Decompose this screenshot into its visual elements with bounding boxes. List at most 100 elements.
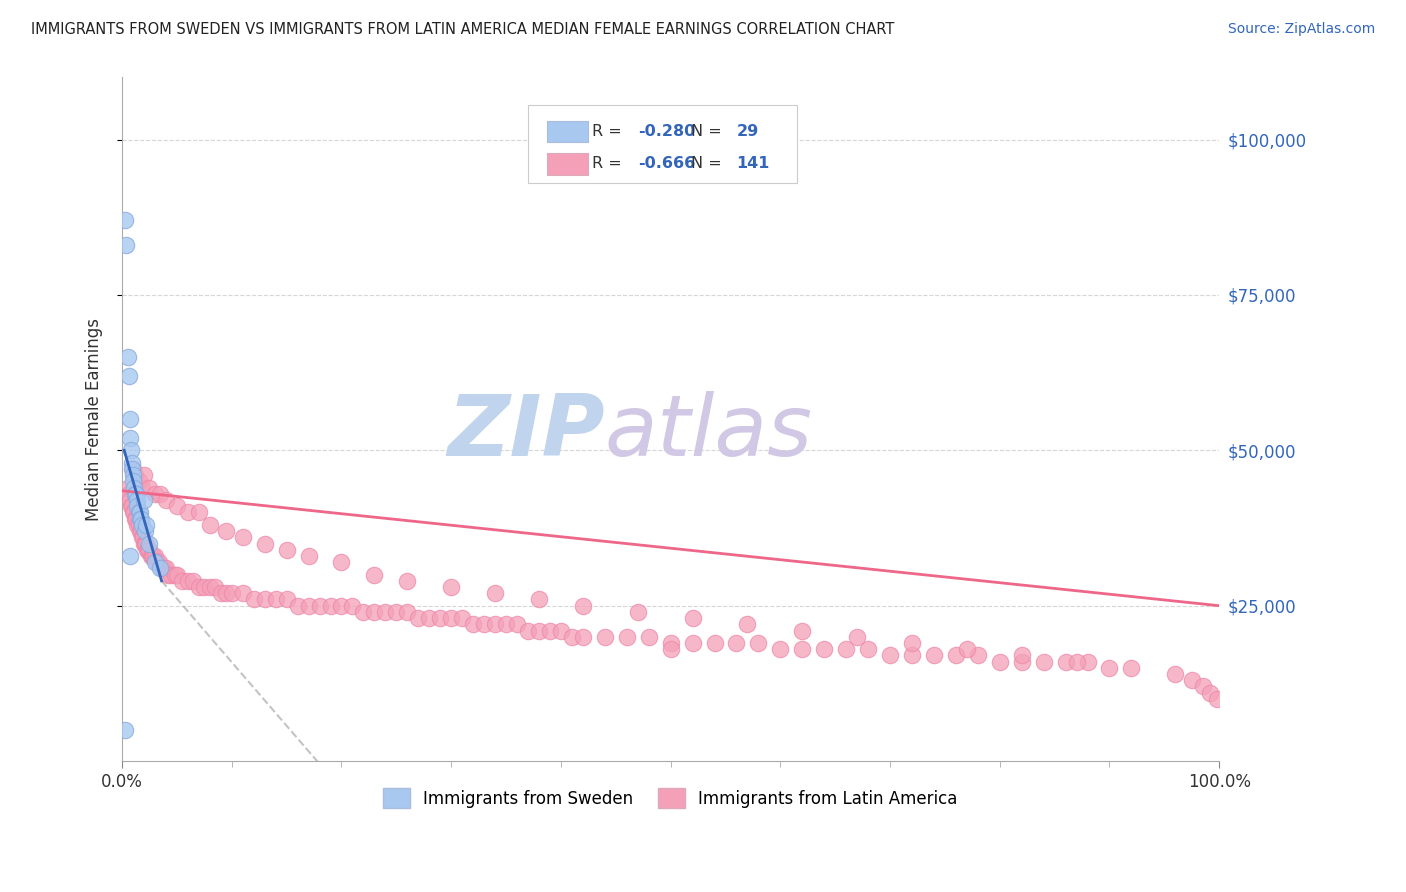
Point — [127, 517, 149, 532]
Point — [152, 561, 174, 575]
Point — [131, 481, 153, 495]
Point — [792, 642, 814, 657]
Point — [121, 500, 143, 514]
Point — [769, 642, 792, 657]
Point — [122, 468, 145, 483]
Point — [682, 636, 704, 650]
Point — [374, 605, 396, 619]
Point — [146, 555, 169, 569]
Point — [330, 599, 353, 613]
Point — [166, 500, 188, 514]
Point — [813, 642, 835, 657]
Point — [141, 549, 163, 563]
Point — [637, 630, 659, 644]
Point — [682, 611, 704, 625]
Point — [132, 536, 155, 550]
Point — [276, 592, 298, 607]
Point — [297, 549, 319, 563]
Text: R =: R = — [592, 156, 627, 171]
Point — [835, 642, 858, 657]
Text: R =: R = — [592, 124, 627, 139]
Point — [451, 611, 474, 625]
Point — [342, 599, 364, 613]
Point — [856, 642, 879, 657]
Point — [215, 586, 238, 600]
Point — [125, 487, 148, 501]
Point — [429, 611, 451, 625]
Legend: Immigrants from Sweden, Immigrants from Latin America: Immigrants from Sweden, Immigrants from … — [377, 781, 965, 814]
Point — [616, 630, 638, 644]
Point — [187, 506, 209, 520]
Point — [143, 549, 166, 563]
Point — [276, 542, 298, 557]
Point — [385, 605, 408, 619]
Point — [703, 636, 725, 650]
Text: IMMIGRANTS FROM SWEDEN VS IMMIGRANTS FROM LATIN AMERICA MEDIAN FEMALE EARNINGS C: IMMIGRANTS FROM SWEDEN VS IMMIGRANTS FRO… — [31, 22, 894, 37]
Point — [118, 412, 141, 426]
Text: -0.666: -0.666 — [638, 156, 695, 171]
Point — [143, 487, 166, 501]
Point — [879, 648, 901, 663]
Point — [117, 368, 139, 383]
Point — [149, 487, 172, 501]
Point — [517, 624, 540, 638]
Point — [1032, 655, 1054, 669]
Point — [1164, 667, 1187, 681]
Point — [128, 511, 150, 525]
Point — [550, 624, 572, 638]
Point — [396, 605, 419, 619]
Text: N =: N = — [692, 124, 727, 139]
Point — [1066, 655, 1088, 669]
Point — [1206, 692, 1229, 706]
Point — [725, 636, 748, 650]
Point — [157, 567, 180, 582]
Text: N =: N = — [692, 156, 727, 171]
Point — [114, 723, 136, 737]
Point — [143, 555, 166, 569]
Point — [242, 592, 264, 607]
Point — [142, 549, 165, 563]
Point — [187, 580, 209, 594]
Point — [1181, 673, 1204, 688]
Point — [155, 561, 177, 575]
Point — [1011, 648, 1033, 663]
Point — [138, 481, 160, 495]
Point — [792, 624, 814, 638]
Y-axis label: Median Female Earnings: Median Female Earnings — [86, 318, 103, 521]
Point — [118, 493, 141, 508]
Point — [122, 481, 145, 495]
Point — [737, 617, 759, 632]
Point — [538, 624, 561, 638]
Point — [166, 567, 188, 582]
Point — [117, 481, 139, 495]
Point — [139, 549, 162, 563]
Point — [122, 506, 145, 520]
Point — [495, 617, 517, 632]
Point — [193, 580, 215, 594]
Point — [128, 524, 150, 538]
Point — [406, 611, 429, 625]
Point — [922, 648, 945, 663]
Point — [118, 549, 141, 563]
Point — [122, 506, 145, 520]
Point — [122, 475, 145, 489]
Point — [1098, 661, 1121, 675]
Point — [966, 648, 988, 663]
Point — [122, 462, 145, 476]
Point — [138, 542, 160, 557]
Point — [1199, 686, 1222, 700]
Point — [1191, 680, 1213, 694]
Point — [149, 561, 172, 575]
Point — [572, 599, 595, 613]
Point — [120, 500, 142, 514]
Point — [160, 567, 183, 582]
Point — [172, 574, 194, 588]
Point — [150, 561, 173, 575]
Point — [117, 487, 139, 501]
Point — [121, 462, 143, 476]
Point — [135, 517, 157, 532]
Point — [561, 630, 583, 644]
Point — [198, 580, 221, 594]
Point — [232, 586, 254, 600]
Point — [945, 648, 967, 663]
